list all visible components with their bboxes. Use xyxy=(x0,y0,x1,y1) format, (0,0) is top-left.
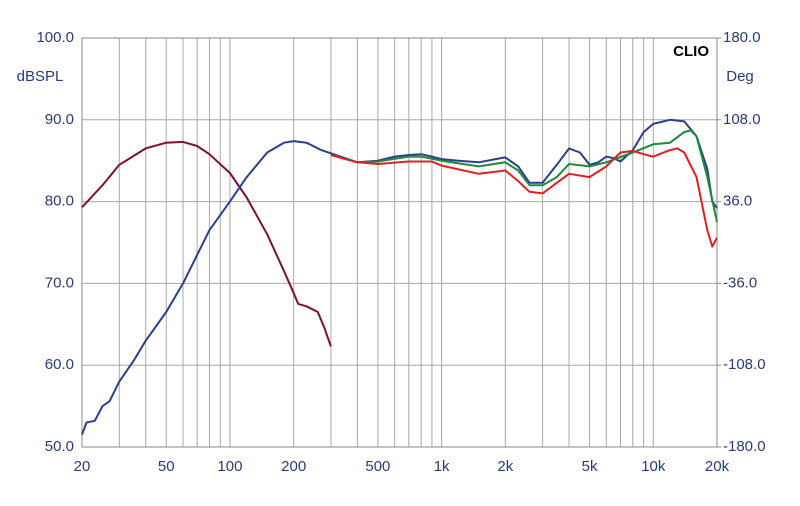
y2-tick-label: -180.0 xyxy=(723,438,766,455)
y-axis-label: dBSPL xyxy=(17,68,64,85)
x-tick-label: 100 xyxy=(217,458,242,475)
y-tick-label: 70.0 xyxy=(45,274,74,291)
series-line xyxy=(330,147,718,248)
y-tick-label: 60.0 xyxy=(45,356,74,373)
x-tick-label: 20k xyxy=(705,458,730,475)
y2-tick-label: -108.0 xyxy=(723,356,766,373)
x-tick-label: 200 xyxy=(281,458,306,475)
x-tick-label: 50 xyxy=(158,458,175,475)
y2-tick-label: -36.0 xyxy=(723,274,757,291)
series-line xyxy=(330,129,718,223)
y-tick-label: 90.0 xyxy=(45,111,74,128)
y2-axis-label: Deg xyxy=(726,68,754,85)
y-tick-label: 100.0 xyxy=(36,29,74,46)
x-tick-label: 5k xyxy=(582,458,598,475)
series-line xyxy=(81,140,332,347)
x-tick-label: 500 xyxy=(365,458,390,475)
chart-title: CLIO xyxy=(673,43,709,60)
x-tick-label: 1k xyxy=(434,458,450,475)
y-tick-label: 50.0 xyxy=(45,438,74,455)
y2-tick-label: 36.0 xyxy=(723,193,752,210)
x-tick-label: 20 xyxy=(74,458,91,475)
x-tick-label: 2k xyxy=(497,458,513,475)
plot-frame xyxy=(81,37,718,448)
y-tick-label: 80.0 xyxy=(45,193,74,210)
y2-tick-label: 180.0 xyxy=(723,29,761,46)
y2-tick-label: 108.0 xyxy=(723,111,761,128)
x-tick-label: 10k xyxy=(641,458,666,475)
